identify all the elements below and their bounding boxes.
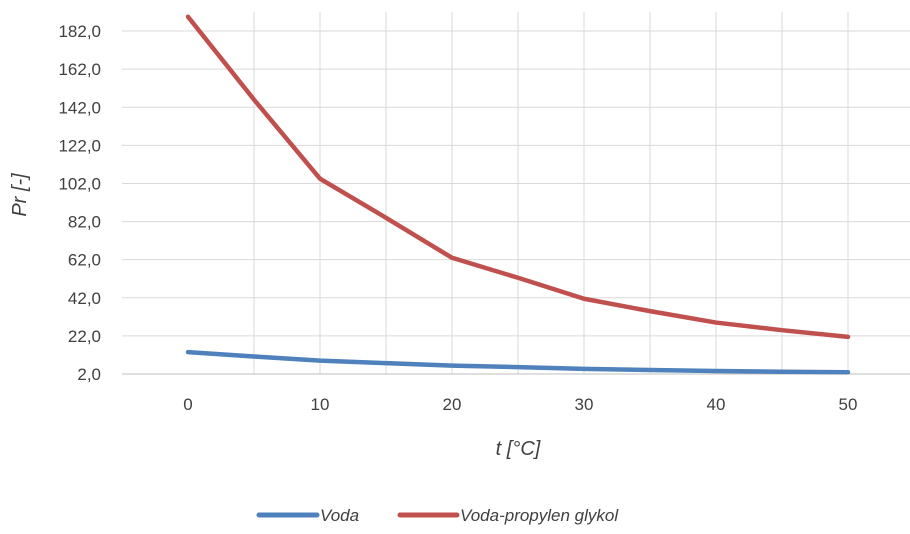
horizontal-gridlines bbox=[122, 30, 910, 375]
y-tick-label: 102,0 bbox=[58, 174, 101, 193]
y-tick-label: 22,0 bbox=[68, 327, 101, 346]
vertical-gridlines bbox=[253, 12, 849, 374]
y-tick-label: 42,0 bbox=[68, 289, 101, 308]
legend-label-voda: Voda bbox=[320, 506, 359, 525]
y-tick-label: 162,0 bbox=[58, 60, 101, 79]
x-tick-label: 40 bbox=[707, 395, 726, 414]
legend: Voda Voda-propylen glykol bbox=[256, 506, 619, 525]
y-axis-tick-labels: 2,0 22,0 42,0 62,0 82,0 102,0 122,0 142,0 162,0 1… bbox=[58, 22, 101, 384]
x-tick-label: 30 bbox=[575, 395, 594, 414]
series-line-voda-propylen-glykol bbox=[185, 14, 851, 340]
x-tick-label: 20 bbox=[443, 395, 462, 414]
series-line-voda bbox=[185, 349, 851, 375]
x-axis-title: t [°C] bbox=[496, 438, 541, 460]
y-tick-label: 182,0 bbox=[58, 22, 101, 41]
x-axis-tick-labels: 0 10 20 30 40 50 bbox=[183, 395, 857, 414]
legend-label-voda-propylen-glykol: Voda-propylen glykol bbox=[460, 506, 619, 525]
x-tick-label: 10 bbox=[311, 395, 330, 414]
y-axis-title: Pr [-] bbox=[9, 173, 31, 217]
y-tick-label: 2,0 bbox=[77, 365, 101, 384]
x-tick-label: 0 bbox=[183, 395, 192, 414]
x-tick-label: 50 bbox=[839, 395, 858, 414]
y-tick-label: 122,0 bbox=[58, 136, 101, 155]
y-tick-label: 142,0 bbox=[58, 98, 101, 117]
y-tick-label: 62,0 bbox=[68, 251, 101, 270]
series-lines bbox=[185, 14, 851, 375]
y-tick-label: 82,0 bbox=[68, 213, 101, 232]
